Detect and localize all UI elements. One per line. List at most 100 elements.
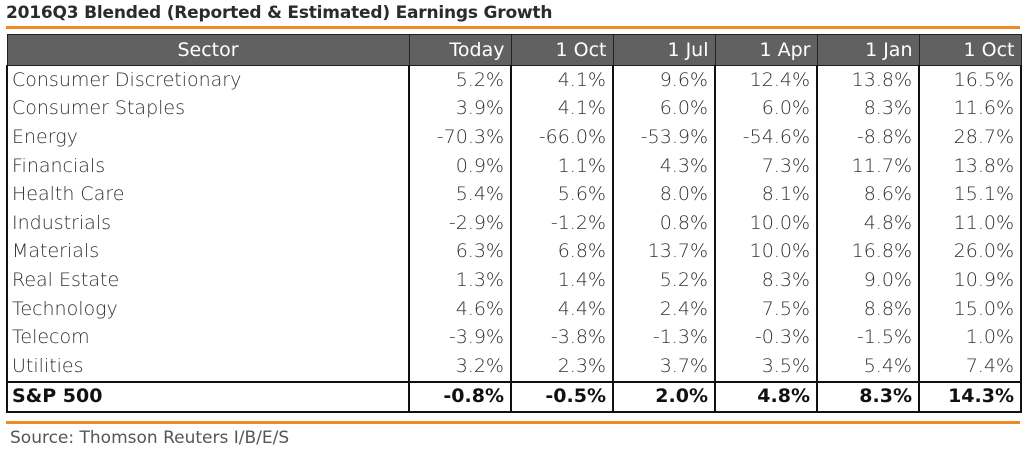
table-row: Materials 6.3% 6.8% 13.7% 10.0% 16.8% 26.0% bbox=[6, 237, 1022, 267]
value-cell: 13.8% bbox=[816, 65, 920, 95]
value-cell: 6.0% bbox=[714, 94, 818, 124]
value-cell: -8.8% bbox=[816, 123, 920, 152]
sector-cell: S&P 500 bbox=[6, 380, 410, 414]
value-cell: 6.0% bbox=[612, 94, 716, 124]
table-row: Energy -70.3% -66.0% -53.9% -54.6% -8.8% 28.7% bbox=[6, 123, 1022, 152]
value-cell: 16.8% bbox=[816, 237, 920, 267]
column-header-1-oct-prior: 1 Oct bbox=[918, 34, 1022, 66]
value-cell: 1.0% bbox=[918, 323, 1022, 352]
table-title: 2016Q3 Blended (Reported & Estimated) Ea… bbox=[6, 3, 553, 23]
value-cell: 1.4% bbox=[510, 266, 614, 295]
value-cell: 8.3% bbox=[816, 380, 920, 414]
sector-cell: Energy bbox=[6, 123, 410, 152]
table-row: Telecom -3.9% -3.8% -1.3% -0.3% -1.5% 1.0% bbox=[6, 323, 1022, 352]
value-cell: 7.3% bbox=[714, 151, 818, 181]
value-cell: 4.4% bbox=[510, 294, 614, 324]
value-cell: -1.5% bbox=[816, 323, 920, 352]
value-cell: 8.6% bbox=[816, 180, 920, 209]
value-cell: 16.5% bbox=[918, 65, 1022, 95]
value-cell: -2.9% bbox=[408, 208, 512, 238]
sector-cell: Financials bbox=[6, 151, 410, 181]
value-cell: 8.1% bbox=[714, 180, 818, 209]
value-cell: 8.8% bbox=[816, 294, 920, 324]
value-cell: 10.0% bbox=[714, 208, 818, 238]
value-cell: 5.2% bbox=[408, 65, 512, 95]
value-cell: 7.4% bbox=[918, 351, 1022, 382]
value-cell: 4.8% bbox=[816, 208, 920, 238]
value-cell: 3.5% bbox=[714, 351, 818, 382]
value-cell: 9.0% bbox=[816, 266, 920, 295]
value-cell: 7.5% bbox=[714, 294, 818, 324]
value-cell: -0.8% bbox=[408, 380, 512, 414]
table-row: Consumer Discretionary 5.2% 4.1% 9.6% 12.4% 1… bbox=[6, 65, 1022, 95]
value-cell: -0.5% bbox=[510, 380, 614, 414]
value-cell: 26.0% bbox=[918, 237, 1022, 267]
value-cell: 5.4% bbox=[816, 351, 920, 382]
table-row: Technology 4.6% 4.4% 2.4% 7.5% 8.8% 15.0% bbox=[6, 294, 1022, 324]
source-note: Source: Thomson Reuters I/B/E/S bbox=[10, 428, 290, 448]
value-cell: 5.4% bbox=[408, 180, 512, 209]
value-cell: 10.9% bbox=[918, 266, 1022, 295]
value-cell: 3.7% bbox=[612, 351, 716, 382]
value-cell: 2.3% bbox=[510, 351, 614, 382]
sector-cell: Consumer Staples bbox=[6, 94, 410, 124]
value-cell: 8.3% bbox=[714, 266, 818, 295]
value-cell: 12.4% bbox=[714, 65, 818, 95]
value-cell: -0.3% bbox=[714, 323, 818, 352]
value-cell: -3.8% bbox=[510, 323, 614, 352]
value-cell: 6.8% bbox=[510, 237, 614, 267]
sector-cell: Industrials bbox=[6, 208, 410, 238]
value-cell: -53.9% bbox=[612, 123, 716, 152]
value-cell: 15.1% bbox=[918, 180, 1022, 209]
table-row: Real Estate 1.3% 1.4% 5.2% 8.3% 9.0% 10.9% bbox=[6, 266, 1022, 295]
title-underline bbox=[6, 26, 1020, 29]
value-cell: 3.9% bbox=[408, 94, 512, 124]
value-cell: -70.3% bbox=[408, 123, 512, 152]
value-cell: 13.8% bbox=[918, 151, 1022, 181]
sector-cell: Real Estate bbox=[6, 266, 410, 295]
table-row: Financials 0.9% 1.1% 4.3% 7.3% 11.7% 13.8% bbox=[6, 151, 1022, 181]
column-header-sector: Sector bbox=[6, 34, 410, 66]
value-cell: 13.7% bbox=[612, 237, 716, 267]
table-row: Utilities 3.2% 2.3% 3.7% 3.5% 5.4% 7.4% bbox=[6, 351, 1022, 382]
value-cell: 8.0% bbox=[612, 180, 716, 209]
column-header-1-oct: 1 Oct bbox=[510, 34, 614, 66]
value-cell: 1.3% bbox=[408, 266, 512, 295]
value-cell: 4.8% bbox=[714, 380, 818, 414]
value-cell: -3.9% bbox=[408, 323, 512, 352]
earnings-growth-table: Sector Today 1 Oct 1 Jul 1 Apr 1 Jan 1 O… bbox=[6, 34, 1022, 414]
value-cell: 8.3% bbox=[816, 94, 920, 124]
table-row: Health Care 5.4% 5.6% 8.0% 8.1% 8.6% 15.1% bbox=[6, 180, 1022, 209]
header-row: Sector Today 1 Oct 1 Jul 1 Apr 1 Jan 1 O… bbox=[6, 34, 1022, 66]
value-cell: 6.3% bbox=[408, 237, 512, 267]
value-cell: -1.3% bbox=[612, 323, 716, 352]
value-cell: 11.6% bbox=[918, 94, 1022, 124]
value-cell: -1.2% bbox=[510, 208, 614, 238]
value-cell: 15.0% bbox=[918, 294, 1022, 324]
value-cell: 1.1% bbox=[510, 151, 614, 181]
column-header-1-jan: 1 Jan bbox=[816, 34, 920, 66]
table-row: Consumer Staples 3.9% 4.1% 6.0% 6.0% 8.3% 11.6… bbox=[6, 94, 1022, 124]
table-row: Industrials -2.9% -1.2% 0.8% 10.0% 4.8% 11.0% bbox=[6, 208, 1022, 238]
sector-cell: Consumer Discretionary bbox=[6, 65, 410, 95]
total-row: S&P 500 -0.8% -0.5% 2.0% 4.8% 8.3% 14.3% bbox=[6, 380, 1022, 414]
value-cell: 28.7% bbox=[918, 123, 1022, 152]
footer-rule bbox=[6, 421, 1020, 424]
value-cell: -66.0% bbox=[510, 123, 614, 152]
sector-cell: Telecom bbox=[6, 323, 410, 352]
sector-cell: Materials bbox=[6, 237, 410, 267]
value-cell: 3.2% bbox=[408, 351, 512, 382]
column-header-1-jul: 1 Jul bbox=[612, 34, 716, 66]
value-cell: 10.0% bbox=[714, 237, 818, 267]
value-cell: 5.6% bbox=[510, 180, 614, 209]
value-cell: 0.9% bbox=[408, 151, 512, 181]
table-body: Consumer Discretionary 5.2% 4.1% 9.6% 12.4% 1… bbox=[6, 65, 1022, 414]
value-cell: 11.0% bbox=[918, 208, 1022, 238]
value-cell: 4.1% bbox=[510, 65, 614, 95]
value-cell: 11.7% bbox=[816, 151, 920, 181]
value-cell: 5.2% bbox=[612, 266, 716, 295]
sector-cell: Utilities bbox=[6, 351, 410, 382]
value-cell: 4.1% bbox=[510, 94, 614, 124]
value-cell: 14.3% bbox=[918, 380, 1022, 414]
column-header-today: Today bbox=[408, 34, 512, 66]
